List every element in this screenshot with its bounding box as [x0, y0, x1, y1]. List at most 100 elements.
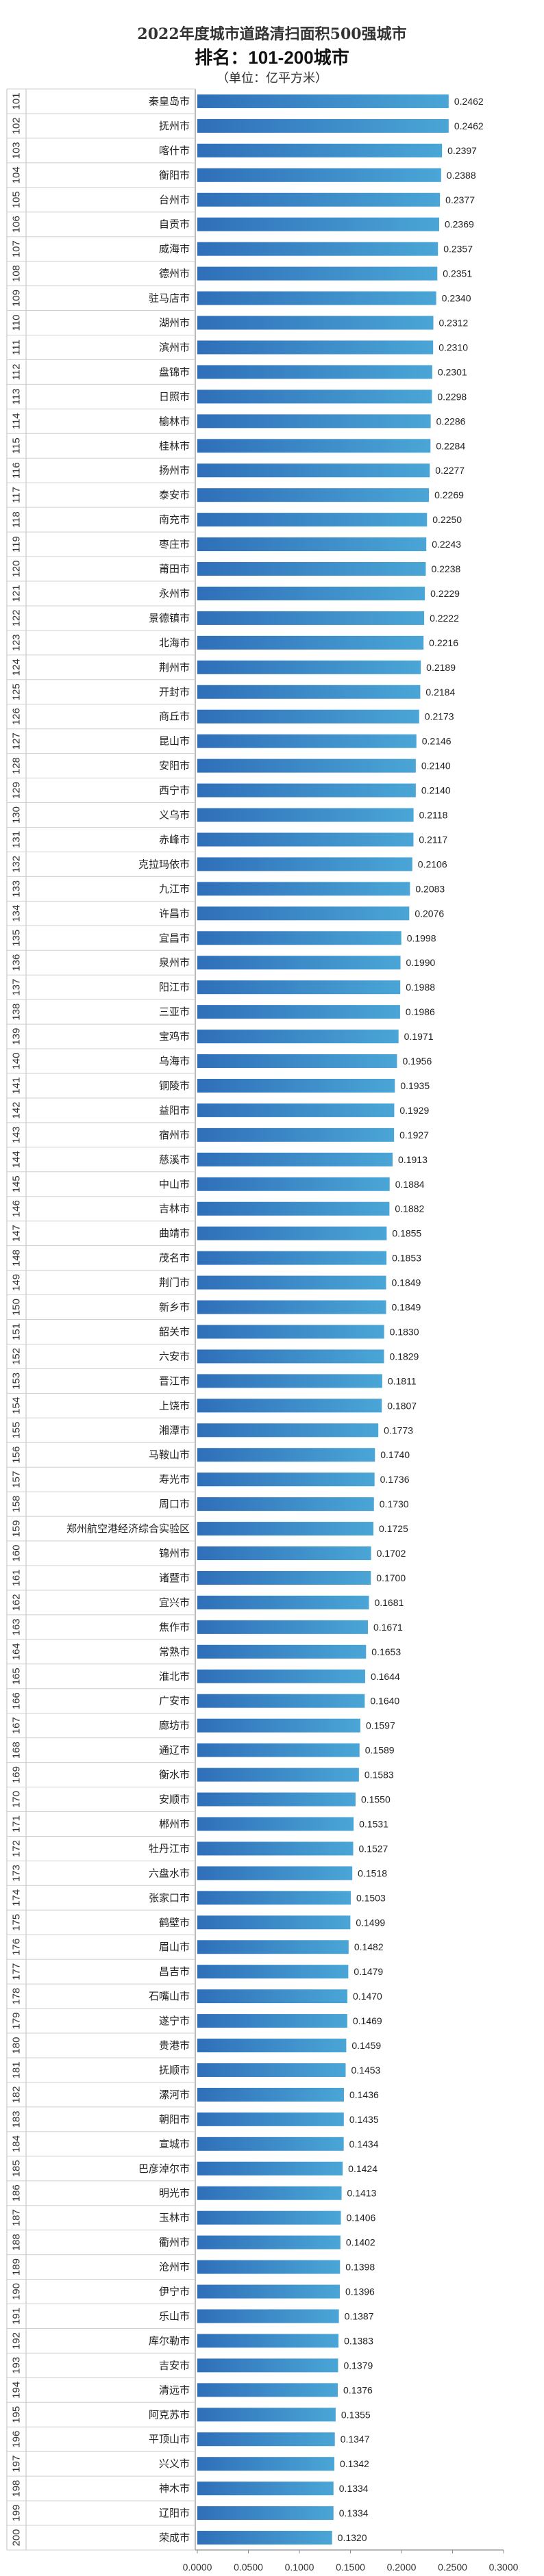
city-label: 泉州市 — [159, 956, 190, 969]
value-label: 0.1730 — [380, 1499, 409, 1509]
rank-label: 104 — [11, 166, 23, 183]
rank-label: 195 — [11, 2406, 23, 2423]
rank-label: 105 — [11, 191, 23, 208]
bar — [197, 414, 431, 429]
value-label: 0.1736 — [380, 1474, 410, 1485]
value-label: 0.2462 — [454, 96, 484, 107]
city-label: 南充市 — [159, 513, 190, 526]
value-label: 0.2173 — [425, 711, 454, 722]
rank-label: 153 — [11, 1373, 23, 1390]
city-label: 自贡市 — [159, 218, 190, 231]
value-label: 0.1640 — [370, 1696, 399, 1707]
chart-unit-label: （单位：亿平方米） — [217, 71, 327, 86]
value-label: 0.2184 — [425, 687, 455, 698]
value-label: 0.2357 — [443, 244, 473, 255]
bar — [197, 1349, 384, 1364]
bar — [197, 635, 424, 650]
rank-label: 177 — [11, 1963, 23, 1980]
city-label: 上饶市 — [159, 1399, 190, 1412]
rank-label: 150 — [11, 1299, 23, 1316]
city-label: 桂林市 — [159, 439, 190, 452]
city-label: 眉山市 — [159, 1941, 190, 1953]
value-label: 0.2377 — [445, 194, 475, 205]
city-label: 滨州市 — [159, 341, 190, 353]
rank-label: 198 — [11, 2480, 23, 2497]
bar — [197, 1423, 379, 1438]
rank-label: 128 — [11, 757, 23, 774]
bar — [197, 1817, 354, 1831]
bar — [197, 1595, 369, 1609]
rank-label: 115 — [11, 437, 23, 454]
city-label: 吉林市 — [159, 1203, 190, 1215]
bar — [197, 1472, 375, 1487]
value-label: 0.2118 — [419, 810, 448, 821]
value-label: 0.1913 — [398, 1154, 428, 1165]
city-label: 马鞍山市 — [149, 1449, 190, 1461]
bar — [197, 1325, 384, 1339]
city-label: 明光市 — [159, 2187, 190, 2199]
value-label: 0.1334 — [339, 2508, 369, 2518]
bar — [197, 980, 401, 995]
rank-label: 165 — [11, 1668, 23, 1685]
bar — [197, 143, 443, 157]
bar — [197, 1915, 351, 1930]
bar — [197, 2260, 341, 2274]
bar — [197, 1374, 382, 1388]
bar — [197, 1522, 374, 1536]
city-label: 乌海市 — [159, 1055, 190, 1067]
city-label: 石嘴山市 — [149, 1990, 190, 2002]
bar — [197, 168, 441, 182]
value-label: 0.1990 — [406, 957, 436, 968]
city-label: 扬州市 — [159, 464, 190, 476]
rank-label: 108 — [11, 265, 23, 282]
value-label: 0.1470 — [353, 1991, 382, 2002]
rank-label: 125 — [11, 683, 23, 700]
rank-label: 193 — [11, 2357, 23, 2374]
rank-label: 147 — [11, 1225, 23, 1242]
city-label: 库尔勒市 — [149, 2334, 190, 2347]
value-label: 0.2277 — [435, 465, 465, 476]
rank-label: 194 — [11, 2382, 23, 2399]
city-label: 六安市 — [159, 1350, 190, 1362]
city-label: 秦皇岛市 — [149, 95, 190, 107]
rank-label: 191 — [11, 2308, 23, 2325]
city-label: 益阳市 — [159, 1104, 190, 1117]
rank-label: 110 — [11, 315, 23, 331]
bar — [197, 217, 439, 231]
city-label: 衡阳市 — [159, 169, 190, 181]
bar — [197, 1768, 359, 1782]
bar — [197, 832, 414, 847]
city-label: 荣成市 — [159, 2532, 190, 2544]
rank-label: 190 — [11, 2283, 23, 2300]
bar — [197, 1152, 393, 1166]
value-label: 0.1855 — [392, 1228, 421, 1239]
rank-label: 199 — [11, 2505, 23, 2522]
value-label: 0.1396 — [345, 2286, 375, 2297]
bar — [197, 1226, 387, 1240]
bar — [197, 1546, 371, 1561]
rank-label: 146 — [11, 1200, 23, 1217]
bar — [197, 1497, 374, 1512]
value-label: 0.2369 — [445, 219, 474, 230]
city-label: 湖州市 — [159, 317, 190, 329]
city-label: 衡水市 — [159, 1769, 190, 1781]
value-label: 0.1413 — [347, 2188, 377, 2199]
bar — [197, 488, 430, 502]
city-label: 荆门市 — [159, 1277, 190, 1289]
value-label: 0.1469 — [353, 2015, 382, 2026]
city-label: 安顺市 — [159, 1794, 190, 1806]
value-label: 0.1971 — [404, 1031, 434, 1042]
rank-label: 180 — [11, 2037, 23, 2054]
value-label: 0.1402 — [346, 2237, 375, 2248]
city-label: 九江市 — [159, 882, 190, 895]
city-label: 巴彦淖尔市 — [138, 2163, 190, 2175]
city-label: 抚顺市 — [159, 2064, 190, 2076]
city-label: 开封市 — [159, 686, 190, 698]
rank-label: 143 — [11, 1126, 23, 1143]
rank-label: 139 — [11, 1028, 23, 1045]
value-label: 0.1434 — [349, 2139, 379, 2150]
value-label: 0.2284 — [436, 440, 465, 451]
city-label: 泰安市 — [159, 489, 190, 501]
rank-label: 151 — [11, 1323, 23, 1340]
city-label: 辽阳市 — [159, 2507, 190, 2519]
